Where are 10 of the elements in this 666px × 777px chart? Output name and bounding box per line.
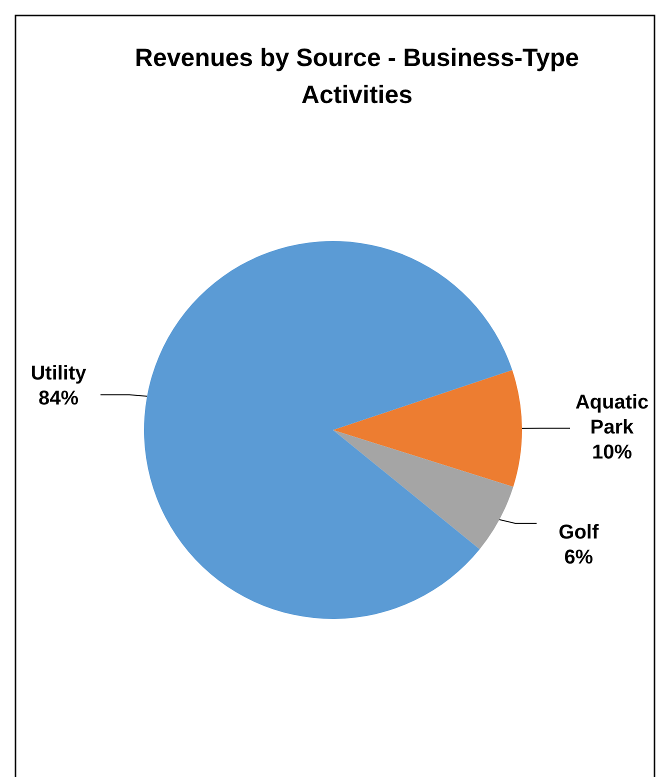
data-label: 6% [564,546,594,569]
slice-label: Golf [558,522,599,544]
pie-slice [333,370,522,487]
pie-slice [144,241,512,619]
slice-label: Utility [30,362,88,384]
pie-slice [333,430,514,550]
chart-title: Revenues by Source - Business-Type Activities [134,44,580,109]
data-label: 10% [592,441,632,464]
slice-label: Aquatic Park [575,391,649,438]
data-label: 84% [38,387,79,410]
